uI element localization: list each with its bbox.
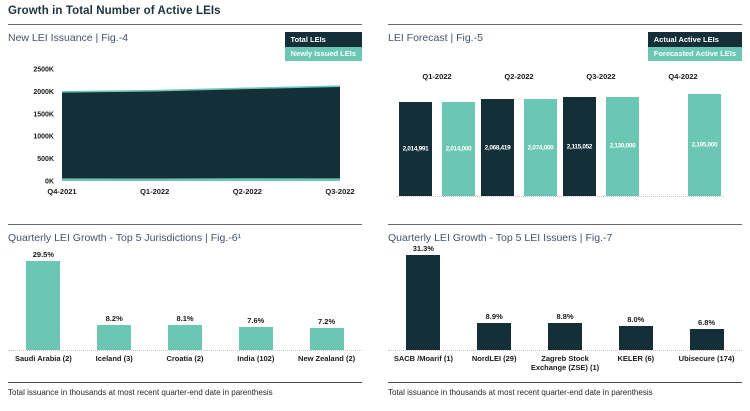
bar-value-label: 7.2% <box>318 317 336 327</box>
panel-new-lei-issuance: New LEI Issuance | Fig.-4 Total LEIs New… <box>8 24 362 224</box>
category-label: Croatia (2) <box>166 354 204 363</box>
panel-title-forecast: LEI Forecast | Fig.-5 <box>388 32 483 44</box>
pct-bar <box>406 255 441 350</box>
actual-bar: 2,014,991 <box>399 101 432 196</box>
legend-forecast: Actual Active LEIs Forecasted Active LEI… <box>647 32 742 61</box>
bar-value-label: 29.5% <box>32 249 55 259</box>
panel-head: LEI Forecast | Fig.-5 Actual Active LEIs… <box>388 31 742 61</box>
bar-value-label: 2,195,000 <box>691 141 718 149</box>
page-title: Growth in Total Number of Active LEIs <box>8 5 221 17</box>
category-label: KELER (6) <box>617 354 655 363</box>
bar-value-label: 8.2% <box>105 314 123 324</box>
bar-value-label: 8.1% <box>176 314 194 324</box>
panel-top5-jurisdictions: Quarterly LEI Growth - Top 5 Jurisdictio… <box>8 224 362 411</box>
category-label: NordLEI (29) <box>471 354 517 363</box>
panel-head: New LEI Issuance | Fig.-4 Total LEIs New… <box>8 31 362 61</box>
legend-issuance: Total LEIs Newly Issued LEIs <box>284 32 362 61</box>
newly-issued-leis-area <box>62 178 340 181</box>
bar-value-label: 2,115,052 <box>566 143 593 151</box>
footnote-left: Total issuance in thousands at most rece… <box>8 382 362 397</box>
category-label: Ubisecure (174) <box>678 354 735 363</box>
y-tick-label: 0K <box>45 179 54 186</box>
bar-value-label: 7.6% <box>247 315 265 325</box>
category-label: Saudi Arabia (2) <box>14 354 72 363</box>
area-chart-new-lei-issuance: 0K 500K 1000K 1500K 2000K 2500K Q4-2021 Q1-2022… <box>8 61 362 203</box>
category-label: Zagreb Stock Exchange (ZSE) (1) <box>530 354 600 373</box>
pct-bar <box>97 325 132 350</box>
pct-bar <box>168 325 202 350</box>
charts-grid: New LEI Issuance | Fig.-4 Total LEIs New… <box>8 24 742 411</box>
y-tick-label: 2500K <box>33 67 54 74</box>
x-tick-label: Q3-2022 <box>325 187 354 196</box>
pct-bar <box>26 260 61 350</box>
axis-baseline <box>8 350 362 351</box>
category-label: Iceland (3) <box>95 354 133 363</box>
pct-bar <box>238 326 273 350</box>
y-tick-label: 1500K <box>33 111 54 118</box>
pct-bar <box>689 329 724 350</box>
axis-baseline <box>388 350 742 351</box>
bar-chart-top5-lei-issuers: 31.3% SACB /Moarif (1) 8.9% NordLEI (29) 8.8… <box>388 244 742 378</box>
x-tick-label: Q4-2021 <box>47 187 76 196</box>
panel-lei-forecast: LEI Forecast | Fig.-5 Actual Active LEIs… <box>388 24 742 224</box>
total-leis-top-edge <box>61 85 341 93</box>
x-tick-label: Q2-2022 <box>233 187 262 196</box>
panel-title-issuance: New LEI Issuance | Fig.-4 <box>8 32 129 44</box>
category-label: New Zealand (2) <box>298 354 356 363</box>
x-tick-label: Q1-2022 <box>140 187 169 196</box>
axis-baseline <box>396 196 724 197</box>
forecast-category-label: Q3-2022 <box>586 72 616 81</box>
forecast-bar: 2,074,000 <box>524 99 557 196</box>
y-tick-label: 2000K <box>33 89 54 96</box>
bar-value-label: 31.3% <box>412 244 435 254</box>
forecast-bar: 2,014,000 <box>442 102 475 196</box>
bar-chart-top5-jurisdictions: 29.5% Saudi Arabia (2) 8.2% Iceland (3) 8.1%… <box>8 244 362 378</box>
pct-bar <box>548 323 582 350</box>
forecast-bar: 2,130,000 <box>606 96 639 196</box>
forecast-category-label: Q1-2022 <box>422 72 452 81</box>
bar-value-label: 6.8% <box>698 318 716 328</box>
bar-value-label: 2,074,000 <box>527 144 554 152</box>
forecast-category-label: Q2-2022 <box>504 72 534 81</box>
footnote-right: Total issuance in thousands at most rece… <box>388 382 742 397</box>
forecast-category-label: Q4-2022 <box>668 72 698 81</box>
legend-item-total-leis: Total LEIs <box>284 32 362 47</box>
actual-bar: 2,115,052 <box>563 97 596 196</box>
panel-top5-lei-issuers: Quarterly LEI Growth - Top 5 LEI Issuers… <box>388 224 742 411</box>
bar-value-label: 8.9% <box>485 312 503 322</box>
bar-chart-lei-forecast: Q1-2022 2,014,991 2,014,000 Q2-2022 2,068,41… <box>388 61 742 203</box>
legend-item-actual-active-leis: Actual Active LEIs <box>647 32 742 47</box>
pct-bar <box>309 328 344 350</box>
panel-title-jurisdictions: Quarterly LEI Growth - Top 5 Jurisdictio… <box>8 232 242 244</box>
y-tick-label: 1000K <box>33 134 54 141</box>
bar-value-label: 2,014,000 <box>445 145 472 153</box>
legend-item-newly-issued-leis: Newly Issued LEIs <box>284 46 362 61</box>
category-label: SACB /Moarif (1) <box>393 354 453 363</box>
panel-title-issuers: Quarterly LEI Growth - Top 5 LEI Issuers… <box>388 232 613 244</box>
pct-bar <box>618 325 653 350</box>
category-label: India (102) <box>237 354 275 363</box>
legend-item-forecasted-active-leis: Forecasted Active LEIs <box>647 46 742 61</box>
bar-value-label: 2,068,419 <box>484 144 511 152</box>
bar-value-label: 2,014,991 <box>402 145 429 153</box>
actual-bar: 2,068,419 <box>481 99 514 196</box>
bar-value-label: 8.8% <box>556 312 574 322</box>
bar-value-label: 8.0% <box>627 314 645 324</box>
total-leis-area <box>62 86 340 181</box>
forecast-bar: 2,195,000 <box>688 93 721 196</box>
y-tick-label: 500K <box>37 156 54 163</box>
bar-value-label: 2,130,000 <box>609 142 636 150</box>
pct-bar <box>477 323 512 350</box>
area-chart-svg: 0K 500K 1000K 1500K 2000K 2500K Q4-2021 Q1-2022… <box>33 67 354 197</box>
